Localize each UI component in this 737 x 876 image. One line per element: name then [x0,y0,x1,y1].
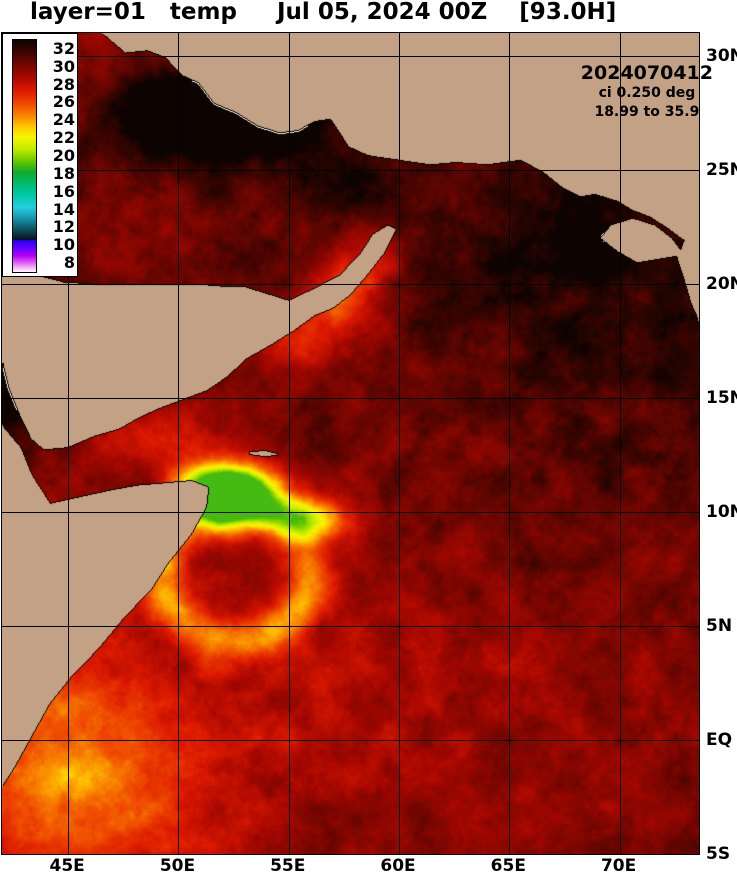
annotation-contour-interval: ci 0.250 deg [598,85,696,102]
gridline-lon-50E [178,33,179,854]
map-frame[interactable] [1,32,700,855]
gridline-lon-65E [509,33,510,854]
colorbar-tick-18: 18 [52,163,75,183]
lat-tick-10N: 10N [706,501,737,522]
colorbar-tick-32: 32 [52,38,75,58]
lon-tick-55E: 55E [270,856,306,876]
lat-tick-30N: 30N [706,45,737,66]
colorbar-tick-30: 30 [52,56,75,76]
annotation-cycle: 2024070412 [580,62,713,84]
gridline-lon-60E [399,33,400,854]
page-title: layer=01 temp Jul 05, 2024 00Z [93.0H] [30,0,617,25]
gridline-lat-15N [2,398,699,399]
lat-tick-15N: 15N [706,387,737,408]
gridline-lat-EQ [2,740,699,741]
model-run-annotation: 2024070412 ci 0.250 deg 18.99 to 35.9 [581,62,713,122]
colorbar-tick-12: 12 [52,217,75,237]
gridline-lat-30N [2,56,699,57]
gridline-lat-10N [2,512,699,513]
lat-tick-5N: 5N [706,615,733,636]
gridline-lon-45E [68,33,69,854]
colorbar-tick-22: 22 [52,128,75,148]
colorbar-tick-28: 28 [52,74,75,94]
title-bar: layer=01 temp Jul 05, 2024 00Z [93.0H] [0,0,737,30]
lon-tick-70E: 70E [600,856,637,876]
colorbar-tick-26: 26 [52,92,75,112]
colorbar-tick-10: 10 [52,235,75,255]
colorbar-tick-16: 16 [52,181,75,201]
lat-tick-20N: 20N [706,273,737,294]
lat-tick-EQ: EQ [706,729,733,750]
colorbar-legend[interactable]: 32 30 28 26 24 22 20 18 16 14 12 10 8 [2,33,78,277]
gridline-lat-25N [2,170,699,171]
lon-tick-60E: 60E [380,856,416,876]
colorbar-tick-8: 8 [63,253,75,273]
colorbar-tick-labels: 32 30 28 26 24 22 20 18 16 14 12 10 8 [39,34,78,278]
lon-tick-65E: 65E [490,856,526,876]
colorbar-tick-20: 20 [52,146,75,165]
gridline-lon-70E [620,33,621,854]
gridline-lon-55E [289,33,290,854]
gridline-lat-5N [2,626,699,627]
lat-tick-25N: 25N [706,159,737,180]
annotation-data-range: 18.99 to 35.9 [594,104,700,121]
lon-tick-45E: 45E [49,856,85,876]
colorbar-gradient [12,39,37,273]
lat-tick-5S: 5S [706,844,731,864]
gridline-lat-20N [2,284,699,285]
colorbar-tick-14: 14 [52,199,75,219]
sst-heatmap-canvas[interactable] [2,33,699,854]
lon-tick-50E: 50E [159,856,196,876]
colorbar-tick-24: 24 [52,110,75,130]
